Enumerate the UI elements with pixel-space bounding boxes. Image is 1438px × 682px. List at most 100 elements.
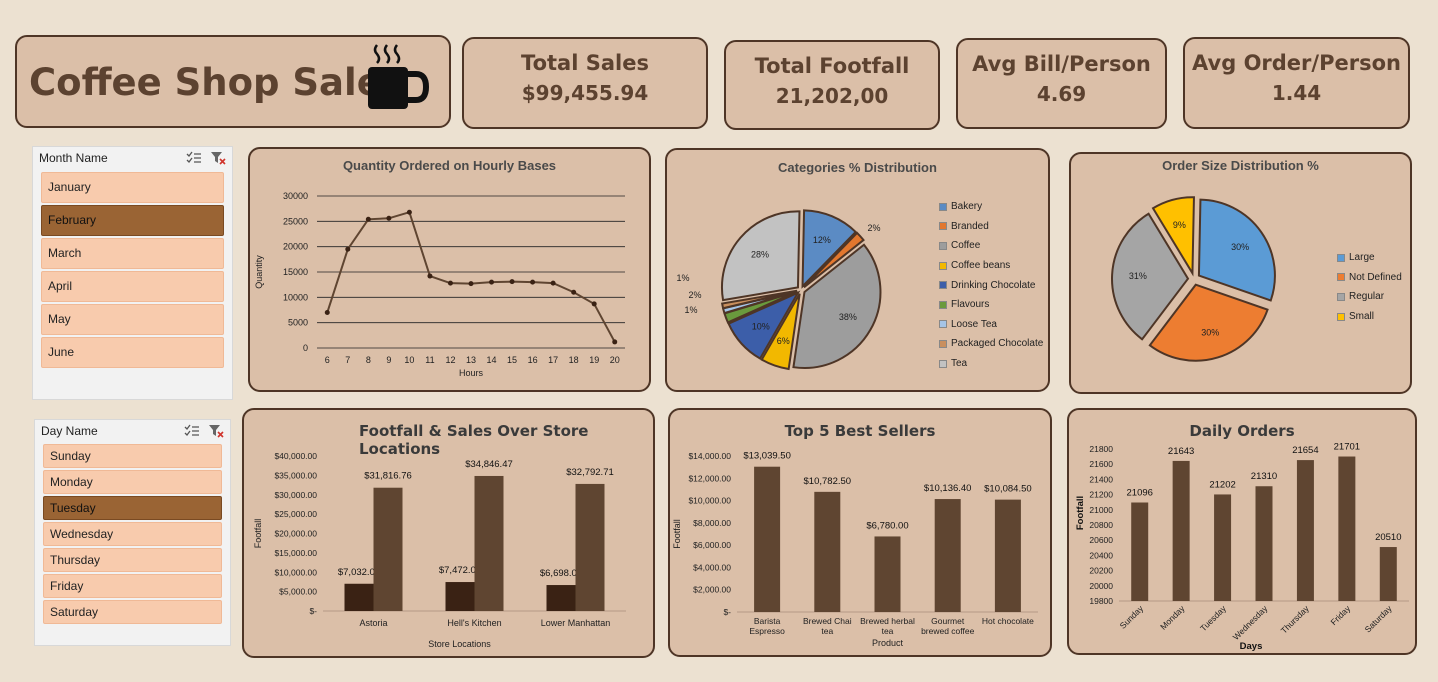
data-point <box>550 280 556 286</box>
data-label: 21202 <box>1209 479 1235 490</box>
legend-swatch <box>1337 292 1345 301</box>
x-tick-label: 13 <box>466 355 476 365</box>
data-label: 9% <box>1173 220 1186 230</box>
x-tick-label: Barista <box>754 616 781 626</box>
clear-filter-icon[interactable] <box>208 424 224 438</box>
x-tick-label: 17 <box>548 355 558 365</box>
y-tick-label: 5000 <box>288 318 308 328</box>
slicer-item-wednesday[interactable]: Wednesday <box>43 522 222 546</box>
kpi-value: 4.69 <box>1036 82 1087 106</box>
y-tick-label: $35,000.00 <box>274 470 317 480</box>
data-label: 1% <box>676 273 689 283</box>
pie-slice <box>792 243 882 369</box>
legend-label: Packaged Chocolate <box>951 338 1044 350</box>
legend-item: Small <box>1337 307 1402 327</box>
slicer-item-january[interactable]: January <box>41 172 224 203</box>
bar <box>1131 502 1149 601</box>
y-tick-label: 20000 <box>1089 581 1113 591</box>
slicer-item-monday[interactable]: Monday <box>43 470 222 494</box>
slicer-item-saturday[interactable]: Saturday <box>43 600 222 624</box>
pie-slice <box>1197 198 1276 302</box>
y-tick-label: $25,000.00 <box>274 509 317 519</box>
kpi-value: 21,202,00 <box>775 84 889 108</box>
x-tick-label: tea <box>821 626 833 636</box>
y-tick-label: 25000 <box>283 216 308 226</box>
legend-label: Coffee <box>951 240 981 252</box>
x-tick-label: Brewed Chai <box>803 616 852 626</box>
chart-canvas: $- $2,000.00 $4,000.00 $6,000.00 $8,000.00 $1… <box>672 451 1038 648</box>
legend-label: Coffee beans <box>951 260 1011 272</box>
data-point <box>427 273 433 279</box>
legend-swatch <box>1337 253 1345 262</box>
legend-label: Not Defined <box>1349 271 1402 283</box>
pie-slice <box>1151 196 1195 277</box>
data-label: 30% <box>1231 242 1249 252</box>
multi-select-icon[interactable] <box>184 424 200 438</box>
clear-filter-icon[interactable] <box>210 151 226 165</box>
dashboard-title-panel: Coffee Shop Sales <box>15 35 451 128</box>
multi-select-icon[interactable] <box>186 151 202 165</box>
pie-slice <box>803 231 865 289</box>
kpi-total-footfall: Total Footfall 21,202,00 <box>724 40 940 130</box>
data-label: 6% <box>777 336 790 346</box>
y-axis-title: Footfall <box>1075 496 1086 530</box>
y-tick-label: 20600 <box>1089 535 1113 545</box>
y-tick-label: $14,000.00 <box>688 451 731 461</box>
x-axis-title: Store Locations <box>428 639 491 649</box>
data-label: 31% <box>1129 271 1147 281</box>
kpi-avg-order: Avg Order/Person 1.44 <box>1183 37 1410 129</box>
pie-slice <box>720 210 801 302</box>
slicer-item-sunday[interactable]: Sunday <box>43 444 222 468</box>
data-point <box>345 246 351 252</box>
y-tick-label: $20,000.00 <box>274 529 317 539</box>
pie-slice <box>801 209 858 289</box>
x-tick-label: 14 <box>487 355 497 365</box>
coffee-cup-icon <box>368 44 430 109</box>
chart-canvas: $- $5,000.00 $10,000.00 $15,000.00 $20,000.0… <box>253 451 626 649</box>
chart-canvas: 19800 20000 20200 20400 20600 20800 21000 21200… <box>1075 442 1409 652</box>
data-label: 21643 <box>1168 446 1194 457</box>
x-axis-title: Product <box>872 638 904 648</box>
y-tick-label: $- <box>309 606 317 616</box>
slicer-item-march[interactable]: March <box>41 238 224 269</box>
x-tick-label: 10 <box>404 355 414 365</box>
data-point <box>406 209 412 215</box>
chart-title: Quantity Ordered on Hourly Bases <box>342 158 557 173</box>
x-tick-label: Hell's Kitchen <box>447 618 501 628</box>
slicer-item-april[interactable]: April <box>41 271 224 302</box>
y-tick-label: 30000 <box>283 191 308 201</box>
data-label: 30% <box>1201 328 1219 338</box>
slicer-item-thursday[interactable]: Thursday <box>43 548 222 572</box>
slicer-item-june[interactable]: June <box>41 337 224 368</box>
data-label: 20510 <box>1375 532 1401 543</box>
hourly-quantity-chart: Quantity Ordered on Hourly Bases 0 5000 10… <box>248 147 651 392</box>
data-label: $6,698.00 <box>540 568 582 579</box>
bar <box>445 582 475 611</box>
y-tick-label: 21400 <box>1089 474 1113 484</box>
slicer-item-may[interactable]: May <box>41 304 224 335</box>
y-tick-label: 10000 <box>283 292 308 302</box>
bar <box>546 585 576 611</box>
x-tick-label: 6 <box>325 355 330 365</box>
x-tick-label: Brewed herbal <box>860 616 915 626</box>
slicer-item-friday[interactable]: Friday <box>43 574 222 598</box>
slicer-item-tuesday[interactable]: Tuesday <box>43 496 222 520</box>
bar <box>1338 456 1356 601</box>
y-tick-label: 20800 <box>1089 520 1113 530</box>
legend-item: Coffee beans <box>939 256 1043 276</box>
data-label: 2% <box>867 223 880 233</box>
top5-sellers-chart: Top 5 Best Sellers $- $2,000.00 $4,000.00 $… <box>668 408 1052 657</box>
x-tick-label: Monday <box>1158 603 1187 632</box>
legend-item: Packaged Chocolate <box>939 334 1043 354</box>
data-point <box>489 279 495 285</box>
chart-legend: Bakery Branded Coffee Coffee beans Drinking … <box>939 197 1043 373</box>
kpi-value: $99,455.94 <box>521 81 649 105</box>
x-tick-label: Espresso <box>749 626 785 636</box>
data-point <box>591 301 597 307</box>
kpi-label: Total Sales <box>521 51 649 75</box>
order-size-pie-chart: Order Size Distribution % 30% 30% 31% 9% Lar… <box>1069 152 1412 394</box>
x-tick-label: Saturday <box>1363 603 1395 635</box>
x-tick-label: Hot chocolate <box>982 616 1034 626</box>
slicer-item-february[interactable]: February <box>41 205 224 236</box>
legend-item: Coffee <box>939 236 1043 256</box>
